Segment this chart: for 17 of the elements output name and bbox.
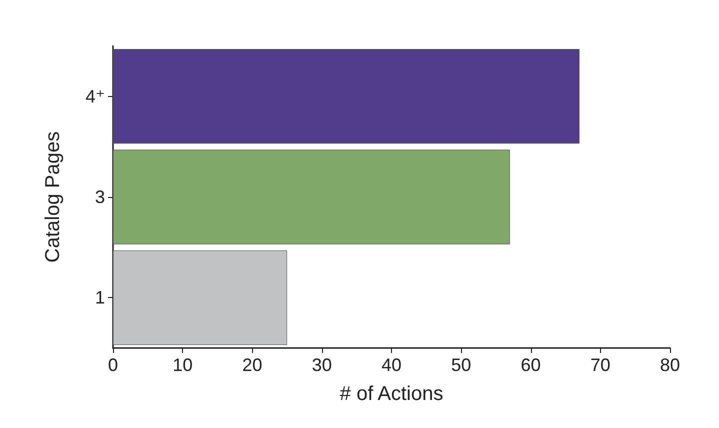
x-tick-label: 40 [381,355,402,375]
y-tick-label: 3 [94,187,105,207]
x-tick-label: 20 [242,355,262,375]
x-tick-label: 0 [108,355,118,375]
y-axis-title: Catalog Pages [42,131,64,263]
x-tick-label: 80 [660,355,680,375]
x-tick-label: 70 [590,355,610,375]
bar [113,250,288,345]
x-tick-label: 30 [312,355,332,375]
bar [113,150,510,244]
x-tick-label: 60 [520,355,541,375]
x-axis-title: # of Actions [340,383,444,405]
x-tick-label: 10 [172,355,193,375]
y-tick-label: 1 [94,288,105,308]
x-tick-label: 50 [451,355,472,375]
bar [113,49,580,144]
y-tick-label: 4⁺ [85,86,105,106]
